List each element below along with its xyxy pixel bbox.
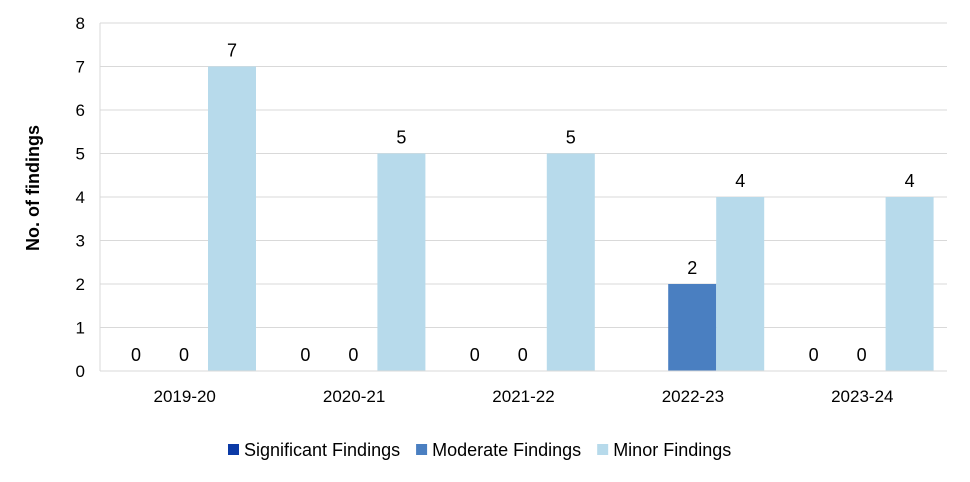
y-tick-label: 3	[76, 232, 85, 251]
data-label: 0	[179, 345, 189, 365]
x-tick-label: 2023-24	[831, 387, 893, 406]
y-tick-label: 7	[76, 58, 85, 77]
data-label: 5	[396, 128, 406, 148]
x-tick-label: 2022-23	[662, 387, 724, 406]
data-label: 5	[566, 128, 576, 148]
y-tick-label: 8	[76, 14, 85, 33]
bar	[885, 197, 934, 371]
legend-swatch	[228, 444, 239, 455]
legend-label: Moderate Findings	[432, 440, 581, 460]
data-label: 0	[131, 345, 141, 365]
bar	[716, 197, 765, 371]
data-labels: 0 0 7 0 0 5 0 0 5 2 4 0 0 4	[131, 41, 915, 366]
data-label: 4	[905, 171, 915, 191]
legend-swatch	[416, 444, 428, 455]
x-tick-label: 2019-20	[154, 387, 216, 406]
y-tick-label: 1	[76, 319, 85, 338]
y-axis-title: No. of findings	[23, 125, 43, 251]
data-label: 0	[300, 345, 310, 365]
bar	[668, 284, 717, 371]
data-label: 0	[518, 345, 528, 365]
y-tick-label: 2	[76, 275, 85, 294]
data-label: 4	[735, 171, 745, 191]
bar	[208, 66, 256, 371]
legend-label: Significant Findings	[244, 440, 400, 460]
data-label: 0	[348, 345, 358, 365]
y-tick-label: 5	[76, 145, 85, 164]
data-label: 0	[470, 345, 480, 365]
data-label: 7	[227, 41, 237, 61]
data-label: 0	[857, 345, 867, 365]
legend-swatch	[597, 444, 609, 455]
bars	[208, 66, 934, 371]
legend-label: Minor Findings	[613, 440, 731, 460]
y-tick-label: 0	[76, 362, 85, 381]
legend: Significant Findings Moderate Findings Min…	[228, 440, 731, 460]
data-label: 2	[687, 258, 697, 278]
y-tick-label: 6	[76, 101, 85, 120]
y-tick-label: 4	[76, 188, 85, 207]
bar	[377, 153, 426, 371]
bar	[546, 153, 595, 371]
x-tick-label: 2020-21	[323, 387, 385, 406]
x-tick-label: 2021-22	[492, 387, 554, 406]
data-label: 0	[809, 345, 819, 365]
